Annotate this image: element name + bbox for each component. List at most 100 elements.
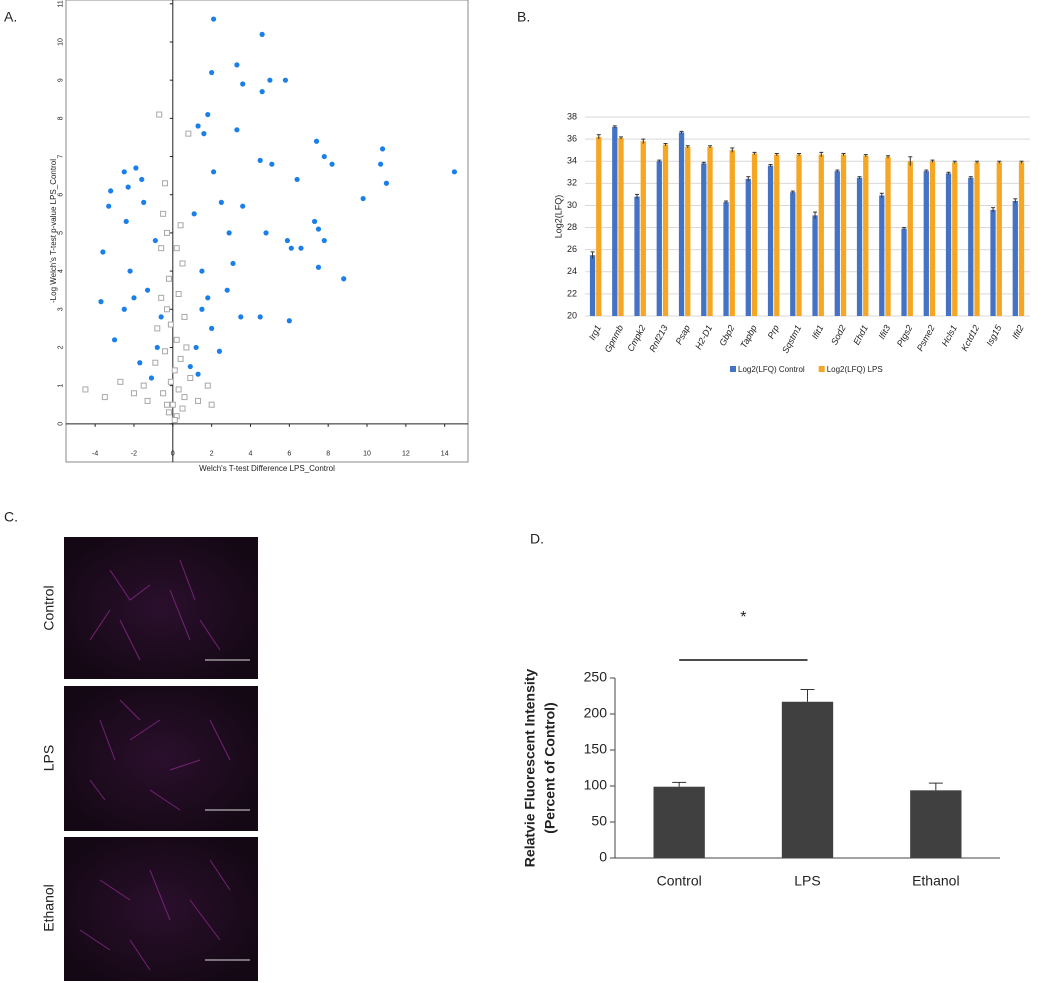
bar	[910, 790, 962, 858]
error-bar	[679, 130, 684, 134]
error-bar	[800, 689, 815, 702]
point	[224, 287, 230, 293]
y-tick-label: 5	[58, 231, 65, 235]
bar	[834, 171, 840, 316]
point	[294, 176, 300, 183]
point	[269, 161, 275, 167]
x-tick-label: Control	[657, 873, 702, 889]
point	[125, 184, 131, 190]
bar	[707, 146, 713, 316]
error-bar	[724, 200, 729, 204]
point	[179, 260, 186, 267]
error-bar	[701, 161, 706, 165]
point	[257, 314, 263, 320]
point	[177, 222, 184, 229]
point	[288, 245, 294, 251]
point	[127, 268, 133, 274]
point	[82, 386, 89, 393]
point	[144, 287, 151, 293]
point	[158, 314, 164, 320]
point	[201, 131, 207, 137]
point	[451, 169, 458, 175]
point	[139, 176, 145, 183]
y-tick-label: 26	[567, 244, 577, 254]
bar	[653, 786, 705, 858]
legend-label: Log2(LFQ) LPS	[827, 365, 883, 374]
y-axis-label: (Percent of Control)	[542, 702, 558, 833]
point	[195, 123, 201, 129]
x-tick-label: 14	[441, 451, 449, 458]
micrograph-label: Control	[41, 585, 57, 630]
point	[234, 62, 240, 68]
x-tick-label: 2	[210, 451, 214, 458]
y-tick-label: 20	[567, 310, 577, 320]
point	[209, 325, 215, 331]
point	[267, 77, 273, 83]
x-tick-label: Prp	[766, 323, 781, 340]
x-tick-label: Tapbp	[738, 323, 758, 350]
bar	[596, 136, 602, 316]
x-tick-label: Ptgs2	[895, 323, 915, 348]
error-bar	[1013, 198, 1018, 204]
point	[140, 382, 147, 389]
point	[101, 394, 108, 401]
point	[315, 264, 322, 270]
bar	[1018, 162, 1025, 316]
point	[158, 294, 165, 301]
y-tick-label: 30	[567, 200, 577, 210]
y-tick-label: 36	[567, 133, 577, 143]
point	[165, 409, 172, 416]
y-tick-label: 10	[58, 38, 65, 46]
point	[263, 230, 269, 236]
point	[199, 306, 205, 312]
y-tick-label: 8	[58, 116, 65, 120]
point	[360, 195, 366, 202]
point	[179, 405, 186, 412]
y-tick-label: 7	[58, 154, 65, 158]
y-tick-label: 32	[567, 178, 577, 188]
point	[208, 401, 215, 408]
bar	[990, 209, 996, 316]
x-tick-label: Sqstm1	[780, 323, 803, 355]
micrograph	[64, 837, 258, 981]
point	[173, 245, 180, 252]
y-axis-label: -Log Welch's T-test p-value LPS_Control	[49, 159, 58, 303]
micrograph	[64, 537, 258, 679]
bar	[662, 144, 669, 316]
point	[154, 344, 160, 351]
point	[234, 127, 240, 133]
bar	[945, 173, 952, 316]
point	[163, 229, 170, 236]
error-bar	[997, 160, 1002, 164]
error-bar	[635, 193, 640, 199]
point	[154, 325, 161, 332]
bar	[996, 162, 1002, 316]
point	[209, 69, 215, 76]
x-tick-label: Ifit1	[810, 323, 826, 341]
error-bar	[790, 190, 795, 194]
error-bar	[596, 134, 601, 140]
y-tick-label: 22	[567, 288, 577, 298]
bar	[678, 132, 685, 316]
point	[121, 306, 127, 312]
error-bar	[819, 151, 824, 157]
error-bar	[768, 164, 773, 167]
x-tick-label: Isg15	[984, 322, 1004, 347]
panel-label: D.	[530, 531, 544, 547]
x-tick-label: Kctd12	[959, 323, 981, 352]
error-bar	[835, 169, 840, 173]
y-tick-label: 34	[567, 156, 577, 166]
x-tick-label: Gpnmb	[603, 323, 626, 354]
error-bar	[952, 160, 957, 164]
y-tick-label: 0	[599, 849, 607, 865]
bar	[701, 163, 707, 316]
point	[210, 169, 217, 175]
bar	[968, 177, 974, 316]
x-tick-label: Psap	[674, 323, 692, 346]
x-tick-label: Hcls1	[940, 323, 959, 348]
point	[238, 314, 244, 320]
error-bar	[590, 251, 595, 259]
micrograph-panel: C. Control LPS Ethanol	[4, 509, 258, 981]
bar	[618, 138, 624, 316]
y-tick-label: 6	[58, 193, 65, 197]
